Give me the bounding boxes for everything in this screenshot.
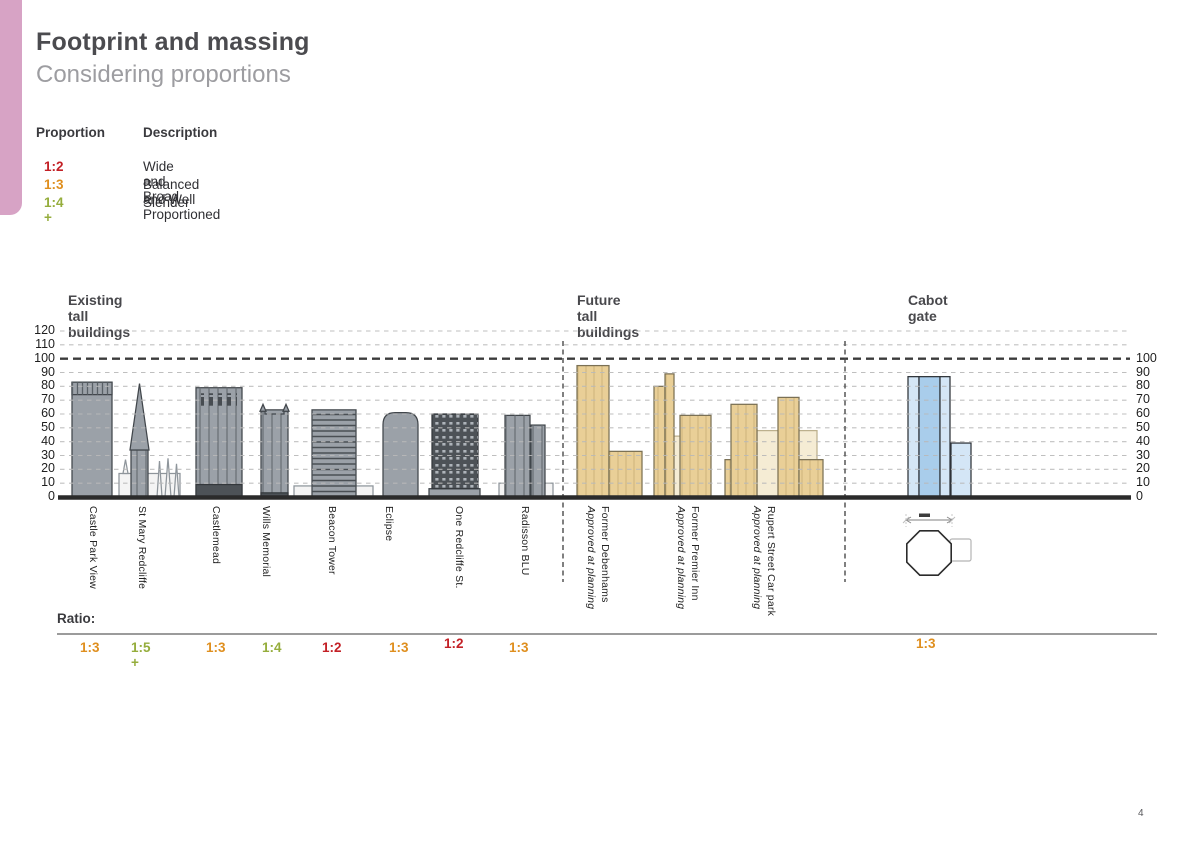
building-radisson-blu <box>498 414 554 498</box>
description-column-header: Description <box>143 125 218 140</box>
y-tick-left-60: 60 <box>41 406 55 420</box>
y-tick-left-30: 30 <box>41 447 55 462</box>
section-title-future-tall-buildings: Future tall buildings <box>577 292 640 340</box>
label-name-line: Radisson BLU <box>519 506 531 576</box>
label-st-mary-redcliffe: St Mary Redcliffe <box>135 506 149 589</box>
building-former-debenhams <box>576 364 643 498</box>
proportion-value: 1:3 <box>44 177 64 192</box>
plan-octagon-outline <box>905 529 953 577</box>
proportion-description: Slender <box>143 195 190 210</box>
building-castlemead <box>195 387 243 498</box>
page-number: 4 <box>1138 808 1144 819</box>
label-name-line: Beacon Tower <box>326 506 338 575</box>
section-divider-lines <box>562 341 846 582</box>
label-rupert-street-car-park: Rupert Street Car park Approved at planni… <box>750 506 778 616</box>
label-beacon-tower: Beacon Tower <box>325 506 339 575</box>
label-name-line: Castlemead <box>210 506 222 565</box>
label-one-redcliffe-st: One Redcliffe St. <box>452 506 466 589</box>
label-former-premier-inn: Former Premier Inn Approved at planning <box>674 506 702 609</box>
proportion-value: 1:2 <box>44 159 64 174</box>
y-tick-left-110: 110 <box>35 336 55 351</box>
y-tick-right-40: 40 <box>1136 433 1150 448</box>
ratio-row-rule <box>57 633 1157 635</box>
label-eclipse: Eclipse <box>382 506 396 541</box>
y-tick-right-20: 20 <box>1136 461 1150 476</box>
proportion-description: Wide and Broad <box>143 159 180 204</box>
y-tick-left-100: 100 <box>34 350 55 365</box>
y-tick-right-100: 100 <box>1136 350 1157 365</box>
y-tick-right-60: 60 <box>1136 406 1150 420</box>
ratio-cabot-gate: 1:3 <box>916 636 936 651</box>
ratio-radisson-blu: 1:3 <box>509 640 529 655</box>
label-wills-memorial: Wills Memorial <box>259 506 273 577</box>
buildings-layer <box>71 364 972 498</box>
y-tick-left-120: 120 <box>34 323 55 337</box>
plan-dimension-text <box>919 513 930 517</box>
label-sub-line: Approved at planning <box>585 506 597 610</box>
building-st-mary-redcliffe <box>118 383 181 498</box>
y-tick-left-50: 50 <box>41 419 55 434</box>
label-name-line: Eclipse <box>383 506 395 542</box>
proportion-description: Balanced and Well Proportioned <box>143 177 221 222</box>
building-former-premier-inn <box>653 373 712 498</box>
label-former-debenhams: Former Debenhams Approved at planning <box>584 506 612 609</box>
page-title: Footprint and massing <box>36 28 310 56</box>
label-name-line: Former Premier Inn <box>689 506 701 601</box>
label-name-line: Rupert Street Car park <box>765 506 777 617</box>
proportion-column-header: Proportion <box>36 125 105 140</box>
y-tick-right-30: 30 <box>1136 447 1150 462</box>
building-wills-memorial <box>259 402 290 498</box>
proportion-value: 1:4 + <box>44 195 64 225</box>
y-tick-left-20: 20 <box>41 461 55 476</box>
ratio-one-redcliffe-st: 1:2 <box>444 636 464 651</box>
ratio-castlemead: 1:3 <box>206 640 226 655</box>
label-radisson-blu: Radisson BLU <box>518 506 532 576</box>
ratio-st-mary-redcliffe: 1:5 + <box>131 640 151 670</box>
building-eclipse <box>382 411 419 498</box>
label-name-line: St Mary Redcliffe <box>136 506 148 590</box>
label-name-line: Castle Park View <box>87 506 99 589</box>
y-tick-right-80: 80 <box>1136 378 1150 393</box>
plan-annex-outline <box>949 538 972 562</box>
y-tick-left-0: 0 <box>48 489 55 503</box>
ratio-eclipse: 1:3 <box>389 640 409 655</box>
building-one-redcliffe-st <box>428 413 481 498</box>
ratio-wills-memorial: 1:4 <box>262 640 282 655</box>
building-castle-park-view <box>71 381 113 498</box>
label-sub-line: Approved at planning <box>675 506 687 610</box>
label-sub-line: Approved at planning <box>751 506 763 610</box>
building-beacon-tower <box>293 409 374 498</box>
y-tick-right-90: 90 <box>1136 364 1150 379</box>
y-tick-right-50: 50 <box>1136 419 1150 434</box>
y-tick-left-40: 40 <box>41 433 55 448</box>
label-castlemead: Castlemead <box>209 506 223 564</box>
y-tick-left-10: 10 <box>41 475 55 490</box>
label-castle-park-view: Castle Park View <box>86 506 100 589</box>
building-cabot-gate <box>907 376 972 498</box>
y-tick-left-80: 80 <box>41 378 55 393</box>
label-name-line: Former Debenhams <box>599 506 611 603</box>
label-name-line: Wills Memorial <box>260 506 272 578</box>
y-tick-right-10: 10 <box>1136 475 1150 490</box>
y-tick-right-70: 70 <box>1136 392 1150 407</box>
page-subtitle: Considering proportions <box>36 61 291 88</box>
y-tick-left-70: 70 <box>41 392 55 407</box>
pink-corner-bar <box>0 0 22 215</box>
label-name-line: One Redcliffe St. <box>453 506 465 589</box>
y-tick-left-90: 90 <box>41 364 55 379</box>
y-tick-right-0: 0 <box>1136 489 1143 503</box>
gridlines-layer <box>60 330 1130 484</box>
ratio-row-label: Ratio: <box>57 611 96 626</box>
ratio-castle-park-view: 1:3 <box>80 640 100 655</box>
cabot-gate-plan <box>902 513 972 577</box>
section-title-existing-tall-buildings: Existing tall buildings <box>68 292 131 340</box>
building-rupert-street-car-park <box>724 396 824 498</box>
ratio-beacon-tower: 1:2 <box>322 640 342 655</box>
section-title-cabot-gate: Cabot gate <box>908 292 948 324</box>
